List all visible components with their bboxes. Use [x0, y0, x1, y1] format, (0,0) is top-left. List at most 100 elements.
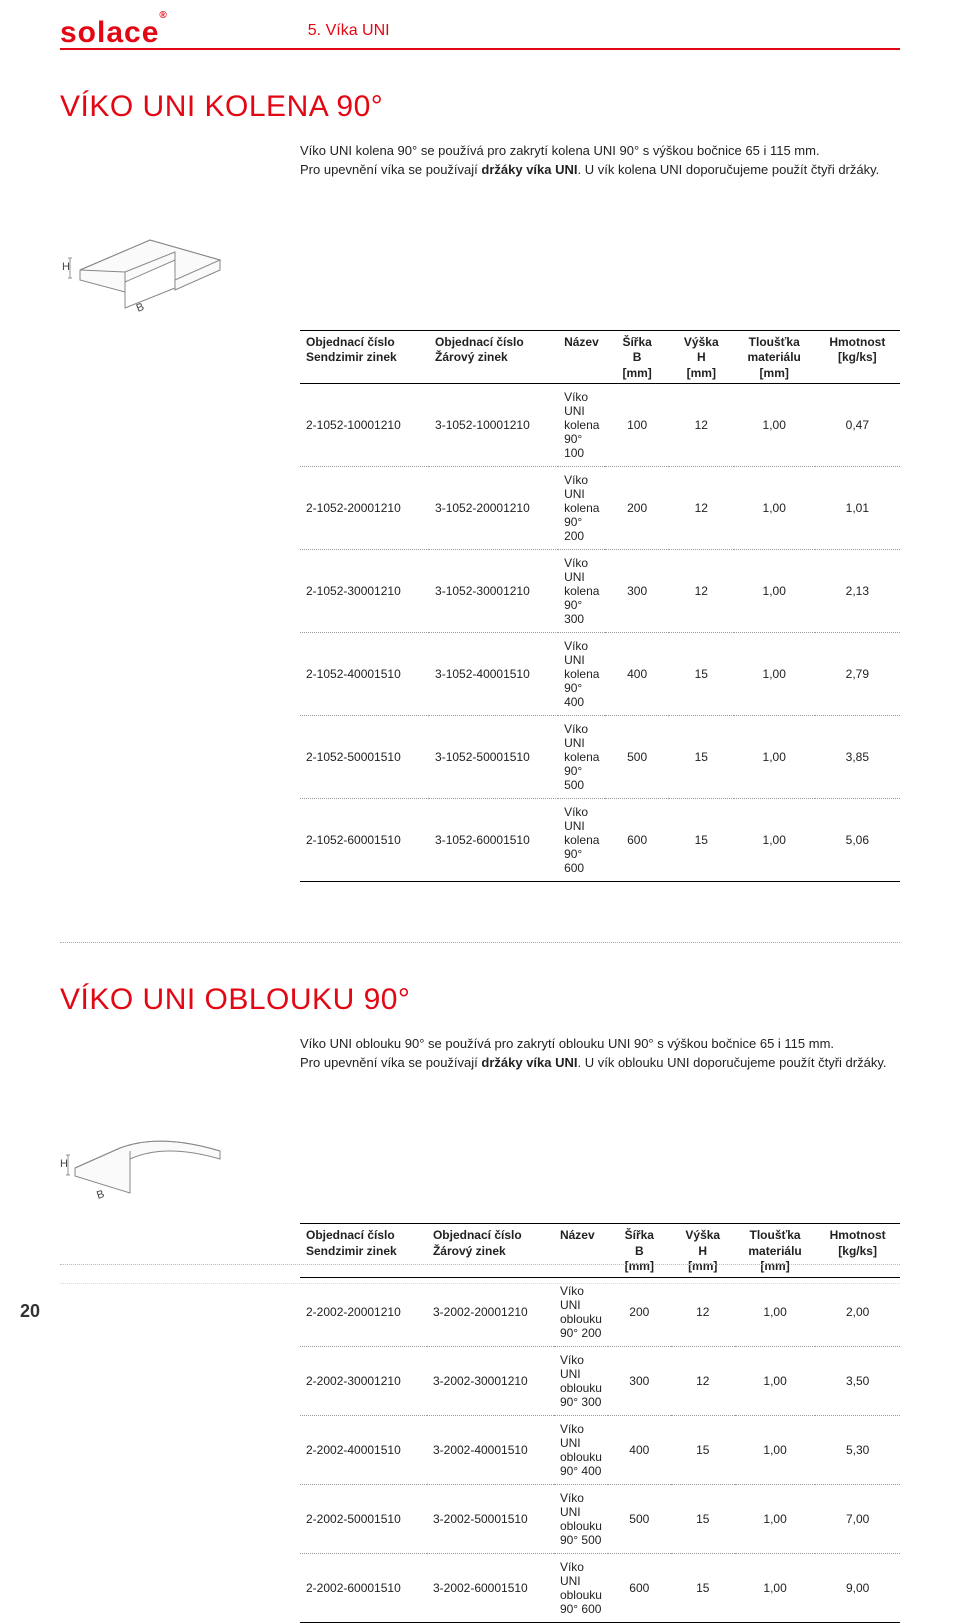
table-cell: 300 — [605, 550, 668, 633]
table-cell: 2-1052-20001210 — [300, 467, 429, 550]
table-cell: 2-2002-60001510 — [300, 1553, 427, 1622]
table-cell: 1,00 — [734, 467, 815, 550]
table-cell: Víko UNI kolena 90° 400 — [558, 633, 605, 716]
table-row: 2-1052-500015103-1052-50001510Víko UNI k… — [300, 716, 900, 799]
header-bar: solace® 5. Víka UNI — [60, 10, 900, 50]
table-row: 2-1052-600015103-1052-60001510Víko UNI k… — [300, 799, 900, 882]
th-width: ŠířkaB[mm] — [605, 330, 668, 384]
section2-title: VÍKO UNI OBLOUKU 90° — [60, 983, 900, 1017]
section2-diagram-row: H B — [60, 1093, 900, 1213]
s1-desc-line2a: Pro upevnění víka se používají — [300, 162, 481, 177]
s2-desc-line1: Víko UNI oblouku 90° se používá pro zakr… — [300, 1036, 834, 1051]
table-cell: Víko UNI oblouku 90° 600 — [554, 1553, 608, 1622]
table-cell: 1,00 — [734, 633, 815, 716]
table-cell: 3-2002-30001210 — [427, 1346, 554, 1415]
table-cell: 1,00 — [734, 716, 815, 799]
table-cell: 3-1052-20001210 — [429, 467, 558, 550]
s1-tbody: 2-1052-100012103-1052-10001210Víko UNI k… — [300, 384, 900, 882]
table-cell: Víko UNI kolena 90° 200 — [558, 467, 605, 550]
table-cell: 1,00 — [735, 1415, 815, 1484]
brand-text: solace — [60, 16, 159, 49]
table-cell: 15 — [671, 1484, 735, 1553]
section1-title: VÍKO UNI KOLENA 90° — [60, 90, 900, 124]
section1-diagram: H B — [60, 200, 240, 320]
table-row: 2-2002-400015103-2002-40001510Víko UNI o… — [300, 1415, 900, 1484]
table-cell: 12 — [669, 467, 734, 550]
table-cell: 3,85 — [815, 716, 900, 799]
table-cell: 12 — [669, 384, 734, 467]
table-cell: Víko UNI kolena 90° 100 — [558, 384, 605, 467]
header-rule — [60, 48, 900, 50]
th-mass: Hmotnost[kg/ks] — [815, 330, 900, 384]
table-cell: 600 — [605, 799, 668, 882]
table-cell: Víko UNI kolena 90° 600 — [558, 799, 605, 882]
table-cell: 5,06 — [815, 799, 900, 882]
table-cell: 300 — [608, 1346, 671, 1415]
s2-desc-line2b: držáky víka UNI — [481, 1055, 577, 1070]
s2-tbody: 2-2002-200012103-2002-20001210Víko UNI o… — [300, 1277, 900, 1622]
table-cell: 2-1052-10001210 — [300, 384, 429, 467]
table-row: 2-1052-100012103-1052-10001210Víko UNI k… — [300, 384, 900, 467]
s1-desc-line2b: držáky víka UNI — [481, 162, 577, 177]
table-cell: 5,30 — [815, 1415, 900, 1484]
table-cell: 400 — [608, 1415, 671, 1484]
table-cell: 100 — [605, 384, 668, 467]
table-cell: 2-2002-50001510 — [300, 1484, 427, 1553]
section2-description: Víko UNI oblouku 90° se používá pro zakr… — [300, 1035, 900, 1073]
table-cell: Víko UNI oblouku 90° 400 — [554, 1415, 608, 1484]
table-cell: 3,50 — [815, 1346, 900, 1415]
table-cell: 9,00 — [815, 1553, 900, 1622]
table-cell: Víko UNI oblouku 90° 500 — [554, 1484, 608, 1553]
table-cell: 500 — [605, 716, 668, 799]
table-cell: 12 — [671, 1277, 735, 1346]
table-cell: 200 — [608, 1277, 671, 1346]
table-cell: 12 — [671, 1346, 735, 1415]
table-cell: 12 — [669, 550, 734, 633]
section-tab: 5. Víka UNI — [308, 22, 390, 48]
table-cell: 2-2002-20001210 — [300, 1277, 427, 1346]
table-cell: 2-1052-40001510 — [300, 633, 429, 716]
table-row: 2-1052-200012103-1052-20001210Víko UNI k… — [300, 467, 900, 550]
table-row: 2-2002-200012103-2002-20001210Víko UNI o… — [300, 1277, 900, 1346]
brand-logo: solace® — [60, 16, 168, 50]
table-row: 2-1052-400015103-1052-40001510Víko UNI k… — [300, 633, 900, 716]
s1-dim-B: B — [135, 301, 146, 315]
table-cell: 0,47 — [815, 384, 900, 467]
footer-binding-marks — [60, 1264, 900, 1285]
s1-desc-line1: Víko UNI kolena 90° se používá pro zakry… — [300, 143, 820, 158]
section1-description: Víko UNI kolena 90° se používá pro zakry… — [300, 142, 900, 180]
table-cell: 1,00 — [735, 1553, 815, 1622]
table-row: 2-2002-600015103-2002-60001510Víko UNI o… — [300, 1553, 900, 1622]
table-cell: 3-1052-40001510 — [429, 633, 558, 716]
page-number: 20 — [20, 1301, 40, 1322]
table-cell: 2-1052-50001510 — [300, 716, 429, 799]
table-cell: 1,01 — [815, 467, 900, 550]
th-name: Název — [558, 330, 605, 384]
table-row: 2-1052-300012103-1052-30001210Víko UNI k… — [300, 550, 900, 633]
table-cell: 3-2002-40001510 — [427, 1415, 554, 1484]
table-cell: 500 — [608, 1484, 671, 1553]
table-cell: 2,00 — [815, 1277, 900, 1346]
table-cell: 1,00 — [735, 1277, 815, 1346]
table-cell: 15 — [671, 1553, 735, 1622]
table-cell: 15 — [669, 799, 734, 882]
table-row: 2-2002-300012103-2002-30001210Víko UNI o… — [300, 1346, 900, 1415]
table-cell: 1,00 — [734, 384, 815, 467]
table-cell: Víko UNI kolena 90° 500 — [558, 716, 605, 799]
th-thickness: Tloušťkamateriálu[mm] — [734, 330, 815, 384]
table-cell: 2-1052-30001210 — [300, 550, 429, 633]
section1-table-wrap: Objednací čísloSendzimir zinek Objednací… — [300, 330, 900, 883]
table-cell: 3-2002-50001510 — [427, 1484, 554, 1553]
table-cell: 200 — [605, 467, 668, 550]
s1-dim-H: H — [62, 261, 70, 273]
table-cell: 15 — [669, 716, 734, 799]
table-cell: 3-1052-50001510 — [429, 716, 558, 799]
table-cell: 3-1052-30001210 — [429, 550, 558, 633]
th-sendzimir: Objednací čísloSendzimir zinek — [300, 330, 429, 384]
table-cell: 7,00 — [815, 1484, 900, 1553]
table-cell: 3-1052-10001210 — [429, 384, 558, 467]
table-cell: 15 — [669, 633, 734, 716]
th-height: VýškaH[mm] — [669, 330, 734, 384]
s2-dim-H: H — [60, 1158, 68, 1170]
table-cell: 2,79 — [815, 633, 900, 716]
